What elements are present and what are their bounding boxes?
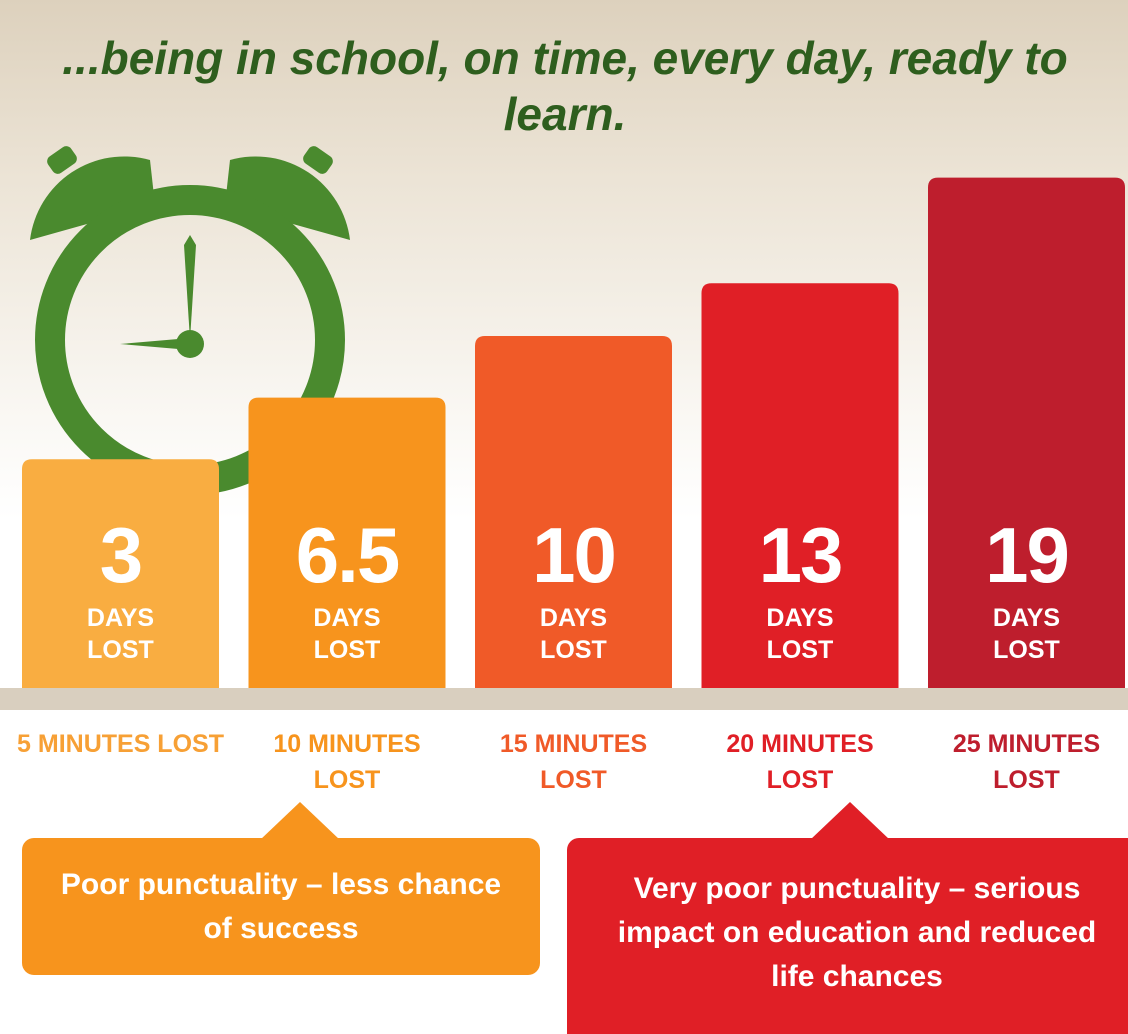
value-label: 19 — [928, 510, 1125, 601]
value-caption: DAYS LOST — [71, 602, 171, 666]
callout-pointer — [260, 802, 340, 840]
infographic: ...being in school, on time, every day, … — [0, 0, 1128, 1034]
value-label: 10 — [475, 510, 672, 601]
value-label: 6.5 — [249, 510, 446, 601]
baseline-band — [0, 688, 1128, 710]
value-caption: DAYS LOST — [524, 602, 624, 666]
annotation: Very poor punctuality – serious impact o… — [567, 838, 1128, 1034]
value-caption: DAYS LOST — [297, 602, 397, 666]
x-tick-label: 10 MINUTES LOST — [241, 726, 454, 798]
annotation: Poor punctuality – less chance of succes… — [22, 838, 540, 975]
x-tick-label: 25 MINUTES LOST — [920, 726, 1128, 798]
value-caption: DAYS LOST — [977, 602, 1077, 666]
value-caption: DAYS LOST — [750, 602, 850, 666]
value-label: 3 — [22, 510, 219, 601]
chart-title: ...being in school, on time, every day, … — [60, 30, 1070, 142]
value-label: 13 — [702, 510, 899, 601]
x-tick-label: 5 MINUTES LOST — [14, 726, 227, 762]
callout-pointer — [810, 802, 890, 840]
x-tick-label: 20 MINUTES LOST — [694, 726, 907, 798]
x-tick-label: 15 MINUTES LOST — [467, 726, 680, 798]
